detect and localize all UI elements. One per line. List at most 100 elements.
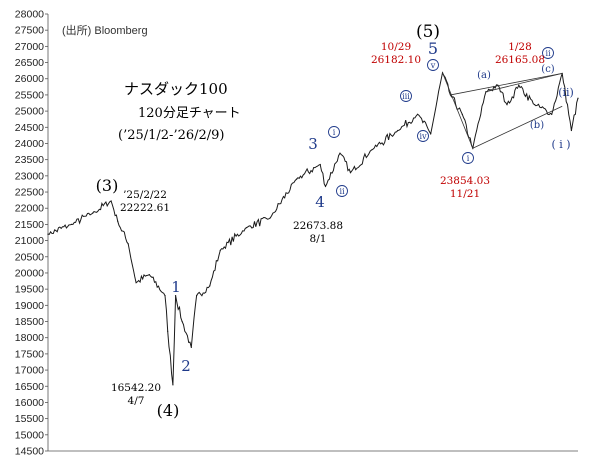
price-point bbox=[324, 185, 327, 188]
wave-minor-ii-right: ⅱ bbox=[545, 49, 550, 58]
wave-minor-i-right-ring bbox=[462, 152, 474, 164]
price-point bbox=[135, 282, 137, 284]
y-tick-label: 27000 bbox=[15, 41, 44, 53]
y-tick-label: 18500 bbox=[15, 316, 44, 328]
price-point bbox=[219, 249, 221, 251]
y-tick-label: 27500 bbox=[15, 25, 44, 37]
wave-label-3: 3 bbox=[308, 135, 318, 153]
price-point bbox=[339, 152, 341, 154]
wave-label-c: (c) bbox=[541, 64, 555, 75]
y-tick-label: 14500 bbox=[15, 446, 44, 458]
wave-4-value: 22673.88 bbox=[293, 220, 343, 232]
trendline bbox=[450, 73, 563, 96]
y-tick-label: 23000 bbox=[15, 170, 44, 182]
price-point bbox=[172, 384, 174, 386]
y-tick-label: 26000 bbox=[15, 73, 44, 85]
price-point bbox=[47, 233, 49, 235]
wave-minor-iii: ⅲ bbox=[402, 92, 410, 101]
y-tick-label: 16500 bbox=[15, 381, 44, 393]
y-tick-label: 15000 bbox=[15, 429, 44, 441]
y-tick-label: 25000 bbox=[15, 106, 44, 118]
price-point bbox=[148, 273, 150, 276]
wave-minor-ii-right-value: 26165.08 bbox=[495, 54, 545, 66]
wave-label-4-major: (4) bbox=[157, 401, 180, 420]
y-axis: 14500 15000 15500 16000 16500 17000 17500 18000… bbox=[15, 9, 578, 458]
wave-3-major-value: 22222.61 bbox=[120, 202, 170, 214]
wave-minor-iv-ring bbox=[417, 130, 429, 142]
wave-4-major-value: 4/7 bbox=[128, 395, 145, 407]
y-tick-label: 17000 bbox=[15, 365, 44, 377]
y-tick-label: 19500 bbox=[15, 284, 44, 296]
wave-minor-i-right: ⅰ bbox=[467, 154, 470, 163]
y-tick-label: 25500 bbox=[15, 89, 44, 101]
chart-subtitle: 120分足チャート bbox=[138, 106, 241, 121]
wave-minor-i-ring bbox=[328, 126, 340, 138]
wave-minor-ii-ring bbox=[336, 185, 348, 197]
wave-label-a: (a) bbox=[477, 70, 491, 81]
wave-3-major-value: ’25/2/22 bbox=[123, 189, 167, 201]
price-point bbox=[71, 223, 73, 226]
y-tick-label: 26500 bbox=[15, 57, 44, 69]
price-point bbox=[181, 320, 183, 323]
y-tick-label: 19000 bbox=[15, 300, 44, 312]
wave-minor-i: ⅰ bbox=[333, 128, 336, 137]
trendline bbox=[485, 73, 563, 93]
price-point bbox=[196, 295, 198, 297]
wave-minor-i-right-value: 11/21 bbox=[450, 188, 480, 200]
wave-label-b: (b) bbox=[530, 120, 544, 131]
wave-minor-ii-right-ring bbox=[542, 47, 554, 59]
wave-minor-v-ring bbox=[427, 59, 439, 71]
source-label: (出所) Bloomberg bbox=[62, 23, 148, 37]
wave-5-value: 10/29 bbox=[381, 41, 411, 53]
price-point bbox=[319, 163, 321, 166]
y-tick-label: 16000 bbox=[15, 397, 44, 409]
price-point bbox=[295, 178, 298, 180]
price-point bbox=[167, 330, 169, 332]
price-point bbox=[117, 220, 119, 222]
price-point bbox=[164, 295, 166, 297]
chart-period: (’25/1/2-’26/2/9) bbox=[118, 128, 225, 143]
price-point bbox=[518, 84, 520, 86]
wave-label-5: 5 bbox=[428, 39, 438, 58]
price-point bbox=[430, 133, 432, 135]
y-tick-label: 22500 bbox=[15, 187, 44, 199]
wave-4-major-value: 16542.20 bbox=[111, 382, 161, 394]
wave-minor-ii: ⅱ bbox=[339, 187, 344, 196]
price-point bbox=[92, 212, 94, 214]
trendline bbox=[472, 105, 563, 149]
price-point bbox=[397, 129, 399, 132]
wave-label-ii-small: (ii) bbox=[558, 86, 574, 99]
y-tick-label: 18000 bbox=[15, 332, 44, 344]
y-tick-label: 23500 bbox=[15, 154, 44, 166]
y-tick-label: 17500 bbox=[15, 348, 44, 360]
trendlines bbox=[442, 72, 563, 149]
wave-label-1: 1 bbox=[171, 278, 181, 296]
y-tick-label: 22000 bbox=[15, 203, 44, 215]
price-point bbox=[209, 285, 211, 287]
wave-minor-iv: ⅳ bbox=[419, 132, 427, 141]
y-tick-label: 20000 bbox=[15, 267, 44, 279]
wave-minor-iii-ring bbox=[400, 90, 412, 102]
price-point bbox=[349, 172, 352, 174]
price-point bbox=[370, 149, 373, 151]
price-point bbox=[461, 113, 463, 115]
wave-minor-ii-right-value: 1/28 bbox=[508, 41, 532, 53]
chart-title: ナスダック100 bbox=[124, 80, 228, 98]
price-point bbox=[570, 129, 573, 132]
wave-4-value: 8/1 bbox=[310, 233, 327, 245]
wave-label-3-major: (3) bbox=[96, 176, 119, 195]
y-tick-label: 15500 bbox=[15, 413, 44, 425]
price-point bbox=[577, 97, 579, 99]
price-point bbox=[190, 346, 192, 349]
price-point bbox=[416, 113, 419, 115]
price-point bbox=[245, 227, 248, 229]
price-point bbox=[269, 217, 271, 219]
wave-5-value: 26182.10 bbox=[371, 54, 421, 66]
y-tick-label: 24500 bbox=[15, 122, 44, 134]
y-tick-label: 21000 bbox=[15, 235, 44, 247]
price-point bbox=[174, 295, 177, 297]
wave-label-2: 2 bbox=[181, 357, 191, 375]
